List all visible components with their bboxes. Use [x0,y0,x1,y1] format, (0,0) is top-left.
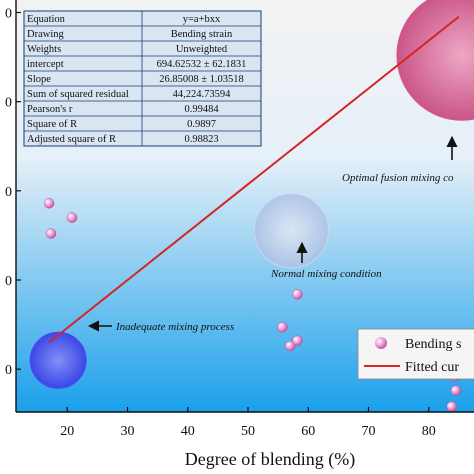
data-point-2 [45,228,57,239]
x-axis-title: Degree of blending (%) [185,449,355,470]
stats-table-background [23,10,262,147]
stats-value-8: 0.98823 [184,134,218,145]
stats-value-6: 0.99484 [184,104,219,115]
stats-label-2: Weights [27,44,61,55]
stats-label-8: Adjusted square of R [27,134,116,145]
stats-label-3: intercept [27,59,64,70]
legend-marker-bending [375,337,387,349]
x-tick-label-80: 80 [422,424,436,439]
axes: 20 30 40 50 60 70 80 0 0 0 0 0 Degree of blending … [5,0,474,470]
y-tick-label-1000: 0 [5,363,12,378]
stats-value-5: 44,224.73594 [173,89,232,100]
stats-label-5: Sum of squared residual [27,89,129,100]
data-point-5 [285,340,296,352]
data-point-7 [292,289,303,300]
stats-value-2: Unweighted [176,44,228,55]
stats-table: Equation y=a+bxx Drawing Bending strain Weig… [23,10,262,147]
x-tick-label-70: 70 [362,424,376,439]
stats-value-7: 0.9897 [187,119,216,130]
data-point-8 [446,401,457,412]
stats-value-3: 694.62532 ± 62.1831 [157,59,247,70]
stats-label-1: Drawing [27,29,64,40]
stats-value-0: y=a+bxx [183,14,221,25]
x-tick-label-20: 20 [60,424,74,439]
stats-value-1: Bending strain [171,29,233,40]
legend-box [357,328,474,380]
annotation-normal: Normal mixing condition [270,268,382,280]
annotation-inadequate: Inadequate mixing process [115,321,234,333]
x-tick-label-50: 50 [241,424,255,439]
stats-label-4: Slope [27,74,51,85]
x-tick-label-30: 30 [121,424,135,439]
annotation-optimal: Optimal fusion mixing co [342,172,454,184]
clusters-layer [29,0,474,389]
x-tick-label-60: 60 [301,424,315,439]
legend: Bending s Fitted cur [357,328,474,380]
stats-value-4: 26.85008 ± 1.03518 [159,74,244,85]
y-tick-label-3000: 0 [5,7,12,22]
fit-layer [48,15,460,344]
data-point-9 [450,385,462,396]
data-point-6 [292,335,303,346]
x-tick-label-40: 40 [181,424,195,439]
y-tick-label-2000: 0 [5,185,12,200]
fitted-curve-line [48,15,460,344]
legend-label-fitted: Fitted cur [405,360,459,375]
stats-label-0: Equation [27,14,66,25]
annotations: Inadequate mixing process Normal mixing … [87,135,458,333]
data-point-3 [66,212,78,223]
data-point-1 [43,198,55,209]
y-tick-label-2500: 0 [5,96,12,111]
cluster-bubble-1 [29,331,87,389]
cluster-bubble-3 [396,0,474,121]
y-tick-label-1500: 0 [5,274,12,289]
cluster-bubble-2 [253,193,329,269]
data-point-4 [277,322,288,333]
legend-label-bending: Bending s [405,337,461,352]
stats-label-6: Pearson's r [27,104,73,115]
stats-label-7: Square of R [27,119,77,130]
